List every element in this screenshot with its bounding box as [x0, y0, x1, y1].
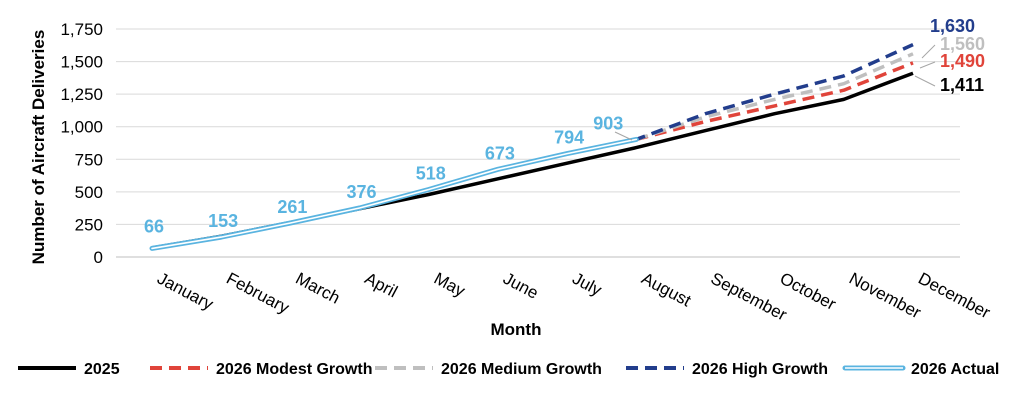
data-label: 903 — [593, 113, 623, 133]
series-line-2026-medium-growth — [635, 52, 914, 142]
data-label: 376 — [347, 182, 377, 202]
data-label: 1,411 — [940, 75, 984, 95]
legend-label-2026-medium-growth: 2026 Medium Growth — [441, 361, 602, 378]
data-label: 1,630 — [930, 16, 975, 36]
y-tick-label: 1,500 — [60, 53, 103, 72]
data-label: 518 — [416, 164, 446, 184]
axes: January February March April May June July Augu… — [116, 256, 994, 325]
y-tick-label: 1,750 — [60, 20, 103, 39]
x-tick-label: May — [431, 269, 469, 301]
data-label: 261 — [277, 197, 307, 217]
y-axis-title: Number of Aircraft Deliveries — [29, 30, 48, 265]
series-line-2026-actual-inner — [151, 138, 638, 250]
series-line-2026-modest-growth — [635, 61, 914, 142]
data-label: 794 — [554, 128, 584, 148]
data-label: 66 — [144, 216, 164, 236]
x-tick-label: November — [846, 269, 924, 323]
legend-label-2026-modest-growth: 2026 Modest Growth — [216, 361, 372, 378]
x-tick-label: September — [708, 269, 791, 325]
x-tick-label: June — [500, 269, 541, 303]
y-tick-label: 750 — [75, 150, 103, 169]
data-label: 673 — [485, 143, 515, 163]
x-tick-label: December — [915, 269, 993, 323]
x-tick-label: August — [638, 269, 694, 311]
y-tick-label: 250 — [75, 215, 103, 234]
leader-line — [921, 44, 936, 59]
x-axis-title: Month — [491, 320, 542, 339]
leader-line — [914, 75, 936, 87]
y-tick-label: 1,250 — [60, 85, 103, 104]
gridlines: 0 250 500 750 1,000 1,250 1,500 1,750 — [60, 20, 960, 267]
x-tick-label: April — [362, 269, 401, 302]
legend-label-2026-high-growth: 2026 High Growth — [692, 361, 828, 378]
leader-line — [614, 131, 633, 141]
x-tick-label: March — [292, 269, 343, 308]
y-tick-label: 1,000 — [60, 118, 103, 137]
series-line-2026-high-growth — [151, 43, 914, 251]
x-tick-label: February — [223, 269, 292, 318]
x-tick-label: January — [154, 269, 217, 314]
y-tick-label: 500 — [75, 183, 103, 202]
series-line-2026-actual — [149, 136, 639, 251]
x-tick-label: July — [569, 269, 605, 300]
data-label: 1,490 — [940, 51, 985, 71]
legend: 2025 2026 Modest Growth 2026 Medium Growth… — [18, 361, 999, 378]
series-lines — [149, 43, 914, 251]
data-label: 153 — [208, 211, 238, 231]
legend-label-2025: 2025 — [84, 361, 120, 378]
data-label: 1,560 — [940, 34, 985, 54]
legend-label-2026-actual: 2026 Actual — [911, 361, 999, 378]
y-tick-label: 0 — [94, 248, 103, 267]
leader-line — [919, 61, 936, 69]
